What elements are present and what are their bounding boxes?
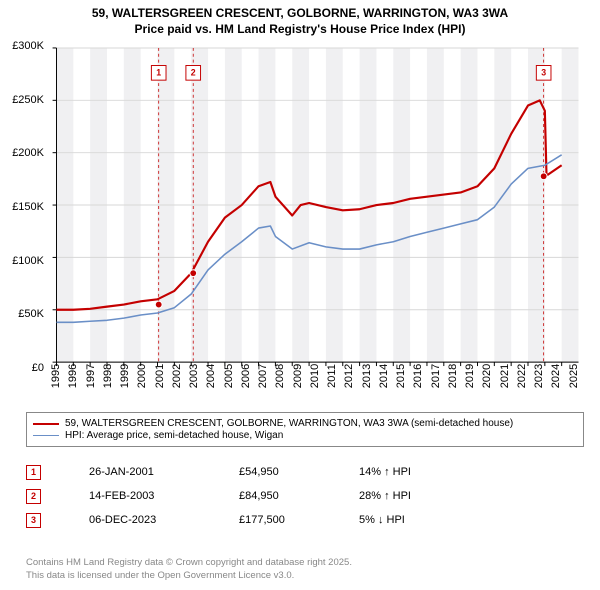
marker-date: 06-DEC-2023 [89, 514, 239, 526]
x-tick-label: 2014 [378, 364, 390, 388]
y-tick-label: £250K [12, 94, 44, 106]
attribution-footer: Contains HM Land Registry data © Crown c… [26, 557, 352, 582]
x-tick-label: 2025 [568, 364, 580, 388]
x-tick-label: 2006 [240, 364, 252, 388]
marker-table: 1 26-JAN-2001£54,95014% ↑ HPI 2 14-FEB-2003… [26, 460, 584, 532]
y-tick-label: £100K [12, 255, 44, 267]
legend: 59, WALTERSGREEN CRESCENT, GOLBORNE, WAR… [26, 412, 584, 447]
marker-number-box: 2 [26, 489, 41, 504]
legend-item: 59, WALTERSGREEN CRESCENT, GOLBORNE, WAR… [33, 418, 577, 429]
marker-row: 3 06-DEC-2023£177,5005% ↓ HPI [26, 508, 584, 532]
x-tick-label: 2018 [447, 364, 459, 388]
title-line-2: Price paid vs. HM Land Registry's House … [10, 22, 590, 38]
x-tick-label: 2023 [533, 364, 545, 388]
svg-text:2: 2 [191, 68, 196, 78]
chart-svg: 1 2 3 [50, 46, 585, 368]
chart-area: 1 2 3 [50, 46, 585, 368]
x-tick-label: 2013 [361, 364, 373, 388]
legend-swatch [33, 435, 59, 436]
y-tick-label: £150K [12, 201, 44, 213]
x-tick-label: 2008 [274, 364, 286, 388]
x-tick-label: 2005 [223, 364, 235, 388]
chart-container: 59, WALTERSGREEN CRESCENT, GOLBORNE, WAR… [0, 0, 600, 590]
marker-date: 26-JAN-2001 [89, 466, 239, 478]
x-tick-label: 1999 [119, 364, 131, 388]
x-tick-label: 2004 [205, 364, 217, 388]
marker-price: £54,950 [239, 466, 359, 478]
x-tick-label: 2016 [412, 364, 424, 388]
y-tick-label: £50K [18, 308, 44, 320]
x-tick-label: 1997 [85, 364, 97, 388]
legend-item: HPI: Average price, semi-detached house,… [33, 430, 577, 441]
x-tick-label: 2010 [309, 364, 321, 388]
x-tick-label: 2001 [154, 364, 166, 388]
title-line-1: 59, WALTERSGREEN CRESCENT, GOLBORNE, WAR… [10, 6, 590, 22]
title-block: 59, WALTERSGREEN CRESCENT, GOLBORNE, WAR… [0, 0, 600, 37]
x-tick-label: 2000 [136, 364, 148, 388]
x-tick-label: 1996 [67, 364, 79, 388]
x-tick-label: 2002 [171, 364, 183, 388]
x-tick-label: 2022 [516, 364, 528, 388]
marker-number-box: 3 [26, 513, 41, 528]
x-tick-label: 2019 [464, 364, 476, 388]
y-tick-label: £200K [12, 147, 44, 159]
marker-pct: 5% ↓ HPI [359, 514, 459, 526]
y-axis-labels: £0£50K£100K£150K£200K£250K£300K [0, 46, 48, 368]
svg-text:3: 3 [541, 68, 546, 78]
marker-row: 1 26-JAN-2001£54,95014% ↑ HPI [26, 460, 584, 484]
footer-line-1: Contains HM Land Registry data © Crown c… [26, 557, 352, 569]
marker-pct: 14% ↑ HPI [359, 466, 459, 478]
marker-pct: 28% ↑ HPI [359, 490, 459, 502]
x-tick-label: 2015 [395, 364, 407, 388]
x-tick-label: 2024 [550, 364, 562, 388]
marker-price: £84,950 [239, 490, 359, 502]
footer-line-2: This data is licensed under the Open Gov… [26, 570, 352, 582]
x-tick-label: 1998 [102, 364, 114, 388]
x-tick-label: 2017 [430, 364, 442, 388]
legend-label: 59, WALTERSGREEN CRESCENT, GOLBORNE, WAR… [65, 418, 513, 429]
x-tick-label: 2012 [343, 364, 355, 388]
svg-text:1: 1 [156, 68, 161, 78]
y-tick-label: £0 [32, 362, 44, 374]
marker-row: 2 14-FEB-2003£84,95028% ↑ HPI [26, 484, 584, 508]
marker-price: £177,500 [239, 514, 359, 526]
x-tick-label: 2007 [257, 364, 269, 388]
legend-swatch [33, 423, 59, 425]
legend-label: HPI: Average price, semi-detached house,… [65, 430, 283, 441]
y-tick-label: £300K [12, 40, 44, 52]
x-tick-label: 2020 [481, 364, 493, 388]
x-tick-label: 2003 [188, 364, 200, 388]
x-tick-label: 1995 [50, 364, 62, 388]
marker-date: 14-FEB-2003 [89, 490, 239, 502]
x-axis-labels: 1995199619971998199920002001200220032004… [50, 372, 585, 412]
marker-number-box: 1 [26, 465, 41, 480]
x-tick-label: 2009 [292, 364, 304, 388]
x-tick-label: 2021 [499, 364, 511, 388]
x-tick-label: 2011 [326, 364, 338, 388]
